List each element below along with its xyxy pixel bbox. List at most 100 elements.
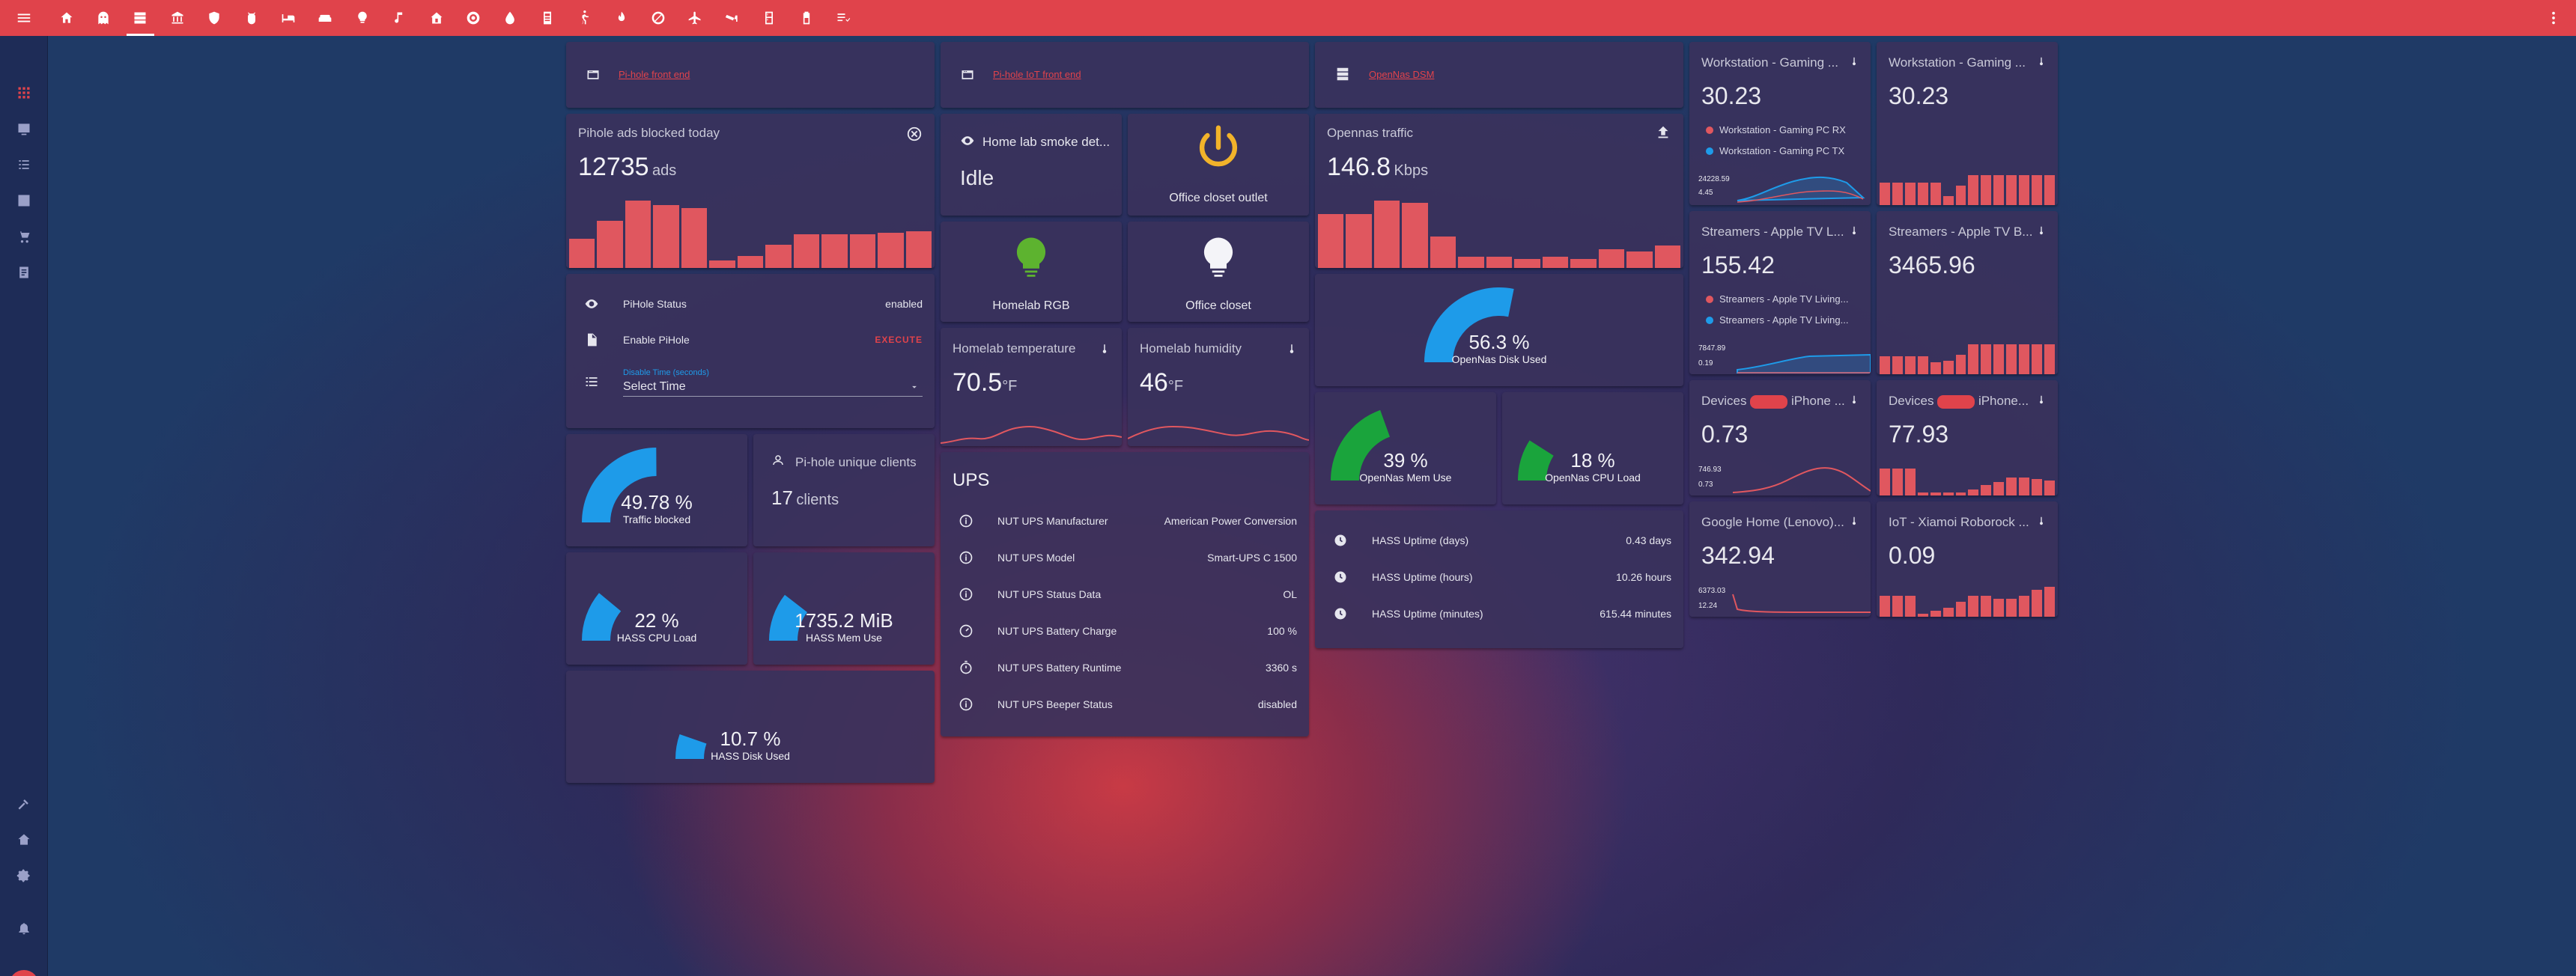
clock-icon[interactable] [529, 0, 565, 36]
ups-row[interactable]: NUT UPS Model Smart-UPS C 1500 [957, 549, 1297, 567]
bar [569, 239, 595, 268]
uptime-row[interactable]: HASS Uptime (minutes) 615.44 minutes [1331, 605, 1671, 623]
bar [1968, 489, 1979, 495]
battery-icon[interactable] [788, 0, 824, 36]
execute-button[interactable]: EXECUTE [875, 335, 923, 345]
gauge-value: 56.3 % [1468, 331, 1530, 353]
bar [1430, 236, 1456, 268]
info-icon [957, 695, 975, 713]
gauge-value: 18 % [1570, 449, 1615, 472]
todo-icon[interactable] [0, 257, 48, 287]
bank-icon[interactable] [159, 0, 195, 36]
power-icon [1192, 121, 1245, 177]
hammer-icon[interactable] [0, 789, 48, 819]
upload-icon[interactable] [1655, 124, 1671, 144]
office-closet-light-card[interactable]: Office closet [1128, 222, 1309, 322]
bar [1346, 213, 1372, 268]
card-title: Pihole ads blocked today [578, 126, 720, 140]
homelab-rgb-card[interactable]: Homelab RGB [941, 222, 1122, 322]
axis-max-label: 24228.59 [1698, 175, 1730, 183]
iot-roborock-card[interactable]: IoT - Xiamoi Roborock ... 0.09 [1877, 501, 2058, 617]
workstation-history-card[interactable]: Workstation - Gaming ... 30.23 Workstati… [1689, 42, 1871, 205]
pihole-iot-link[interactable]: Pi-hole IoT front end [993, 69, 1081, 80]
homelab-humidity-card[interactable]: Homelab humidity 46°F [1128, 328, 1309, 446]
shopping-list-icon[interactable] [0, 222, 48, 251]
bar [2032, 344, 2042, 374]
opennas-link[interactable]: OpenNas DSM [1369, 69, 1435, 80]
card-title: Homelab humidity [1140, 341, 1242, 356]
row-value: 0.43 days [1626, 534, 1671, 546]
ups-row[interactable]: NUT UPS Status Data OL [957, 585, 1297, 603]
homelab-temperature-card[interactable]: Homelab temperature 70.5°F [941, 328, 1122, 446]
button-label: Homelab RGB [992, 299, 1070, 312]
pihole-ads-card: Pihole ads blocked today 12735 ads [566, 114, 935, 268]
plane-icon[interactable] [677, 0, 714, 36]
devices-iphone-card[interactable]: Devices iPhone ... 0.73 746.93 0.73 [1689, 380, 1871, 495]
history-icon[interactable] [0, 186, 48, 216]
ups-row[interactable]: NUT UPS Manufacturer American Power Conve… [957, 512, 1297, 530]
close-circle-icon[interactable] [906, 126, 923, 146]
pihole-front-end-link[interactable]: Pi-hole front end [619, 69, 690, 80]
google-value: 342.94 [1701, 542, 1775, 569]
gauge-value: 22 % [634, 609, 679, 632]
bar [1981, 175, 1992, 205]
uptime-row[interactable]: HASS Uptime (hours) 10.26 hours [1331, 568, 1671, 586]
disable-time-select[interactable]: Disable Time (seconds) Select Time [623, 367, 923, 397]
fridge-icon[interactable] [750, 0, 787, 36]
ghost-icon[interactable] [85, 0, 121, 36]
sidebar: a [0, 36, 48, 976]
bar [737, 255, 764, 268]
map-icon[interactable] [0, 114, 48, 144]
sofa-icon[interactable] [307, 0, 344, 36]
menu-icon[interactable] [0, 0, 48, 36]
clock-icon [1331, 568, 1349, 586]
more-options-icon[interactable] [2545, 9, 2563, 27]
bell-icon[interactable] [0, 913, 48, 943]
bed-icon[interactable] [270, 0, 306, 36]
devices-bars-card[interactable]: Devices iPhone... 77.93 [1877, 380, 2058, 495]
no-sign-icon[interactable] [640, 0, 676, 36]
bar [2019, 344, 2030, 374]
axis-max-label: 7847.89 [1698, 344, 1726, 353]
house-icon[interactable] [418, 0, 455, 36]
dashboard-icon[interactable] [0, 78, 48, 108]
pihole-controls-card: PiHole Status enabled Enable PiHole EXEC… [566, 274, 935, 428]
logbook-icon[interactable] [0, 150, 48, 180]
office-outlet-card[interactable]: Office closet outlet [1128, 114, 1309, 216]
router-icon[interactable] [455, 0, 491, 36]
smoke-detector-card[interactable]: Home lab smoke det... Idle [941, 114, 1122, 216]
user-avatar[interactable]: a [9, 970, 39, 976]
uptime-row[interactable]: HASS Uptime (days) 0.43 days [1331, 531, 1671, 549]
gear-icon[interactable] [0, 861, 48, 891]
bar [2044, 175, 2055, 205]
home-assistant-icon[interactable] [0, 825, 48, 855]
bug-icon[interactable] [233, 0, 270, 36]
google-home-card[interactable]: Google Home (Lenovo)... 342.94 6373.03 1… [1689, 501, 1871, 617]
bar [1458, 257, 1484, 268]
eye-icon [583, 295, 601, 313]
ups-row[interactable]: NUT UPS Battery Runtime 3360 s [957, 659, 1297, 677]
streamers-history-card[interactable]: Streamers - Apple TV L... 155.42 Streame… [1689, 211, 1871, 374]
walk-icon[interactable] [565, 0, 602, 36]
server-icon[interactable] [122, 0, 159, 36]
cctv-icon[interactable] [714, 0, 750, 36]
row-label: NUT UPS Status Data [997, 588, 1102, 600]
ups-row[interactable]: NUT UPS Beeper Status disabled [957, 695, 1297, 713]
home-icon[interactable] [48, 0, 85, 36]
music-icon[interactable] [381, 0, 418, 36]
clients-unit: clients [796, 492, 839, 508]
bulb-icon[interactable] [344, 0, 380, 36]
pihole-status-row[interactable]: PiHole Status enabled [583, 295, 923, 313]
water-icon[interactable] [492, 0, 529, 36]
workstation-bars-card[interactable]: Workstation - Gaming ... 30.23 [1877, 42, 2058, 205]
gauge-arc [1331, 409, 1390, 481]
bar [2044, 344, 2055, 374]
shield-icon[interactable] [196, 0, 233, 36]
opennas-disk-gauge-card: 56.3 % OpenNas Disk Used [1315, 274, 1683, 386]
clock-icon [1331, 531, 1349, 549]
row-value: Smart-UPS C 1500 [1207, 552, 1297, 564]
streamers-bars-card[interactable]: Streamers - Apple TV B... 3465.96 [1877, 211, 2058, 374]
ups-row[interactable]: NUT UPS Battery Charge 100 % [957, 622, 1297, 640]
fire-icon[interactable] [603, 0, 640, 36]
checklist-icon[interactable] [824, 0, 861, 36]
